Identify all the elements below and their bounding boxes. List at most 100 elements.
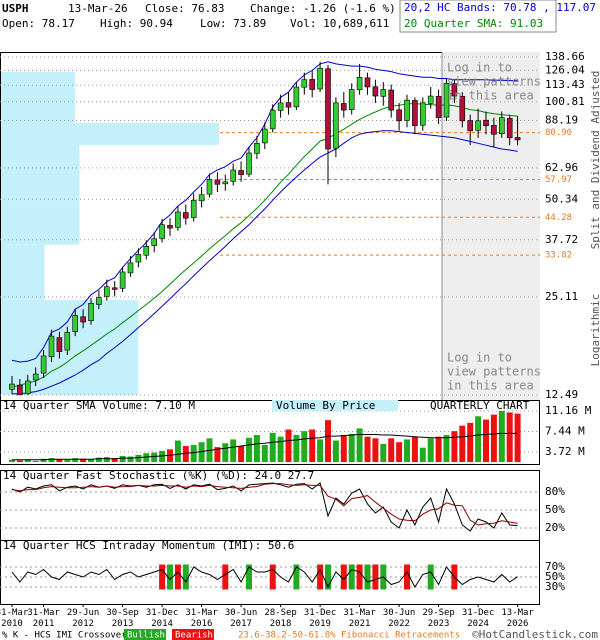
- candle-body: [475, 120, 481, 131]
- candle-body: [317, 67, 323, 90]
- vbp-label-box: [272, 400, 398, 411]
- volume-bar: [174, 440, 181, 462]
- symbol: USPH: [2, 2, 29, 15]
- candle-body: [222, 181, 229, 185]
- x-tick-label: 31-Dec 2024: [462, 608, 495, 629]
- volume-bar: [325, 420, 331, 462]
- bearish-signal: [269, 564, 276, 590]
- header-box: [399, 0, 557, 33]
- volume-bar: [24, 459, 31, 462]
- candle-body: [483, 119, 489, 127]
- volume-bar: [127, 456, 134, 462]
- candle-body: [159, 224, 165, 239]
- candle-body: [269, 109, 276, 130]
- candle-body: [9, 383, 15, 390]
- x-tick-label: 31-Mar 2016: [185, 608, 218, 629]
- bearish-signal: [340, 564, 347, 590]
- overlay-text: view patterns: [447, 75, 541, 89]
- bearish-label: Bearish: [175, 631, 213, 640]
- volume-bar: [475, 416, 482, 462]
- volume-bar: [427, 438, 434, 462]
- volume-bar: [253, 435, 260, 462]
- close: Close: 76.83: [145, 2, 224, 15]
- volume-bar: [32, 460, 39, 462]
- volume-bar: [340, 435, 347, 462]
- overlay-region: [442, 52, 540, 400]
- y-tick-label: 70%: [545, 560, 565, 573]
- volume-bar: [348, 433, 355, 462]
- volume-bar: [56, 459, 63, 462]
- bullish-signal: [167, 564, 173, 590]
- x-tick-label: 29-Sep 2023: [422, 608, 455, 629]
- volume-bar: [396, 442, 403, 462]
- candle-body: [340, 103, 347, 111]
- volume-bar: [301, 431, 308, 462]
- candle-body: [467, 120, 474, 132]
- panel-label: 14 Quarter Fast Stochastic (%K) (%D): 24…: [3, 469, 314, 482]
- volume-by-price-bar: [1, 244, 45, 300]
- volume-bar: [459, 425, 466, 462]
- candle-body: [64, 332, 71, 351]
- candle-body: [198, 194, 205, 202]
- candle-body: [404, 99, 410, 121]
- volume-bar: [451, 431, 458, 462]
- candle-body: [127, 262, 134, 274]
- candle-body: [80, 316, 86, 323]
- y-tick-label: 138.66: [545, 50, 585, 63]
- candle-body: [333, 102, 339, 149]
- volume-bar: [277, 436, 284, 462]
- y-tick-label: 7.44 M: [545, 424, 585, 437]
- x-tick-label: 30-Jun 2022: [383, 608, 416, 629]
- volume-bar: [72, 458, 79, 462]
- high: High: 90.94: [100, 17, 173, 30]
- candle-body: [356, 76, 363, 91]
- x-tick-label: 28-Sep 2018: [264, 608, 297, 629]
- candle-body: [56, 337, 63, 353]
- y-tick-label: 12.49: [545, 388, 578, 401]
- sma-line: [11, 103, 518, 388]
- candle-body: [427, 95, 434, 104]
- volume-bar: [111, 458, 118, 462]
- candle-body: [443, 82, 450, 118]
- volume-by-price-bar: [1, 144, 80, 206]
- candle-body: [104, 286, 110, 297]
- volume-bar: [506, 412, 513, 462]
- volume-bar: [48, 458, 55, 462]
- volume-bar: [95, 457, 102, 462]
- candle-body: [48, 335, 55, 358]
- volume-bar: [490, 414, 497, 462]
- bullish-signal: [348, 564, 355, 590]
- date: 13-Mar-26: [68, 2, 128, 15]
- overlay-text: view patterns: [447, 365, 541, 379]
- candle-body: [183, 212, 189, 219]
- overlay-text: in this area: [447, 379, 534, 393]
- bearish-signal: [222, 564, 229, 590]
- candle-body: [301, 79, 308, 88]
- volume-bar: [293, 435, 300, 462]
- lower-band: [12, 130, 518, 395]
- y-tick-label: 37.72: [545, 233, 578, 246]
- open: Open: 78.17: [2, 17, 75, 30]
- volume-bar: [159, 450, 166, 462]
- y-tick-label: 20%: [545, 521, 565, 534]
- candle-body: [396, 109, 402, 122]
- candle-body: [514, 137, 521, 141]
- volume-bar: [380, 443, 387, 462]
- candle-body: [111, 287, 118, 290]
- y-tick-label: 25.11: [545, 290, 578, 303]
- y-tick-label: 88.19: [545, 114, 578, 127]
- candle-body: [372, 86, 379, 97]
- candle-body: [277, 102, 284, 111]
- fibonacci-label: 33.82: [545, 251, 572, 261]
- x-tick-label: 31-Mar 2021: [343, 608, 376, 629]
- volume-bar: [88, 459, 94, 462]
- volume-bar: [103, 457, 110, 462]
- chart-label: QUARTERLY CHART: [430, 399, 530, 412]
- volume-bar: [435, 436, 442, 462]
- candle-body: [254, 142, 260, 154]
- bullish-label: Bullish: [127, 631, 165, 640]
- candle-body: [419, 102, 426, 126]
- volume-bar: [404, 439, 410, 462]
- y-tick-label: 50%: [545, 503, 565, 516]
- candle-body: [175, 211, 181, 228]
